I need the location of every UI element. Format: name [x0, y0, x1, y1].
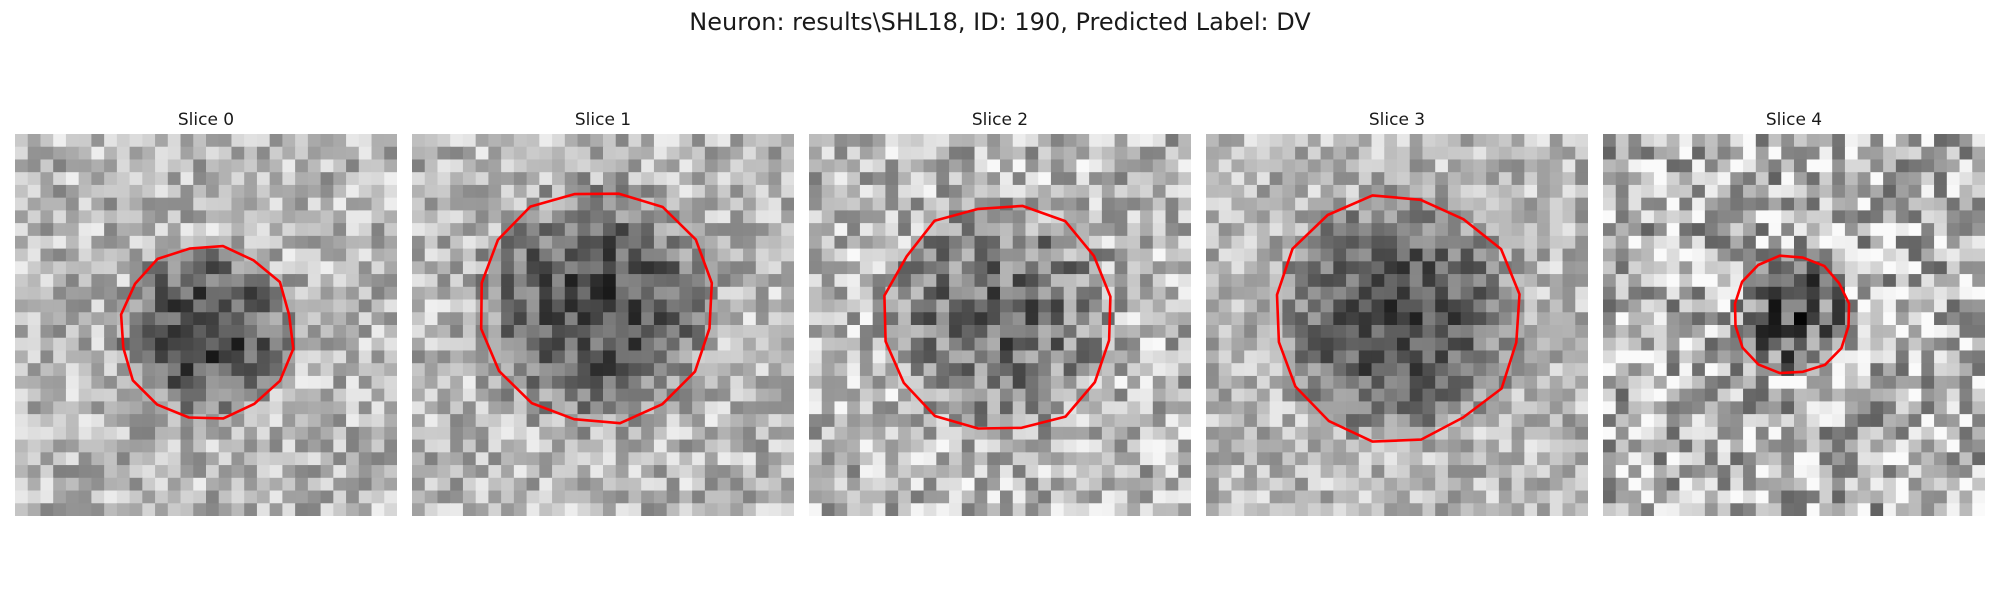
slice-title: Slice 3	[1368, 110, 1426, 130]
roi-contour	[1275, 194, 1521, 443]
pixel-grid	[809, 134, 1191, 516]
slice-panel-2: Slice 2	[809, 108, 1191, 516]
slice-title: Slice 0	[177, 110, 235, 130]
slice-panel-0: Slice 0	[15, 108, 397, 516]
roi-contour	[883, 204, 1112, 430]
roi-contour	[479, 192, 714, 425]
slice-image-0	[15, 134, 397, 516]
roi-contour	[119, 244, 295, 420]
slice-title: Slice 4	[1765, 110, 1823, 130]
pixel-grid	[412, 134, 794, 516]
slice-panel-3: Slice 3	[1206, 108, 1588, 516]
slice-image-4	[1603, 134, 1985, 516]
slice-panel-1: Slice 1	[412, 108, 794, 516]
slice-image-1	[412, 134, 794, 516]
pixel-grid	[15, 134, 397, 516]
roi-contour	[1733, 254, 1851, 375]
pixel-grid	[1206, 134, 1588, 516]
slice-panel-4: Slice 4	[1603, 108, 1985, 516]
figure-title: Neuron: results\SHL18, ID: 190, Predicte…	[689, 8, 1311, 36]
slice-image-3	[1206, 134, 1588, 516]
slice-image-2	[809, 134, 1191, 516]
pixel-grid	[1603, 134, 1985, 516]
slice-title: Slice 2	[971, 110, 1029, 130]
slice-title: Slice 1	[574, 110, 632, 130]
